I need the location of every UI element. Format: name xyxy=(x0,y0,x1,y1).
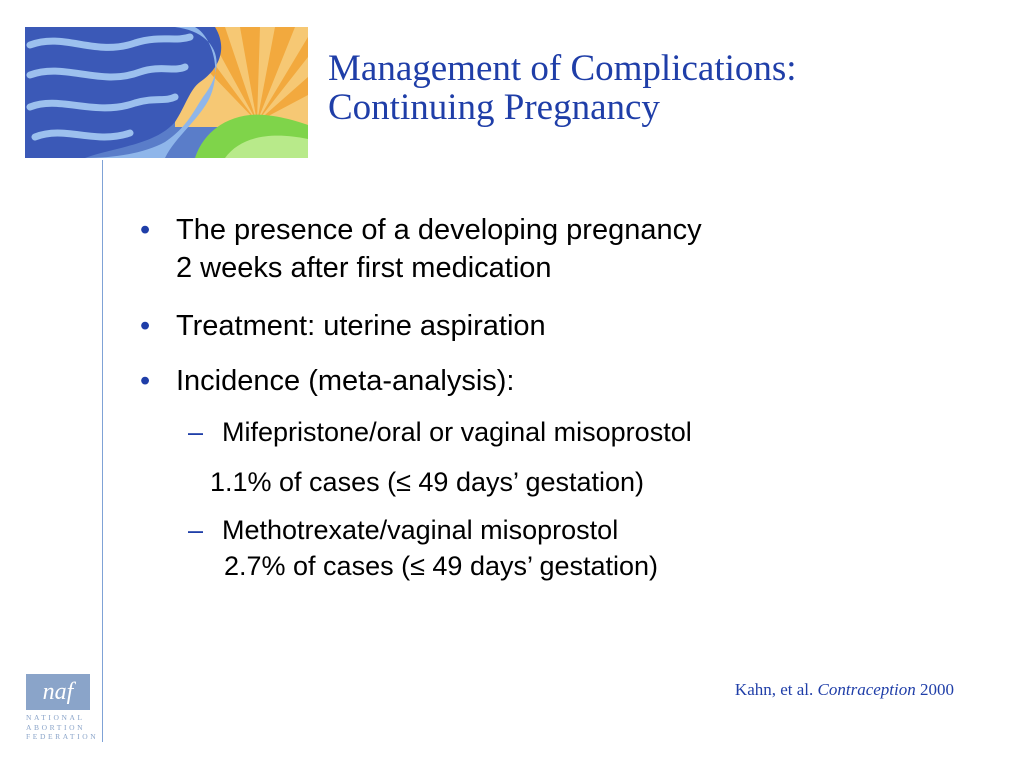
naf-logo-wordmark: NATIONAL ABORTION FEDERATION xyxy=(26,713,99,742)
sub-note-text: 1.1% of cases (≤ 49 days’ gestation) xyxy=(210,467,645,497)
bullet-marker: • xyxy=(140,214,151,246)
bullet-marker: • xyxy=(140,365,151,397)
header-illustration xyxy=(25,27,308,158)
sub-bullet-marker: – xyxy=(188,417,204,447)
naf-logo-mark-text: naf xyxy=(42,678,74,705)
naf-logo-line-2: ABORTION xyxy=(26,722,86,732)
bullet-text: Treatment: uterine aspiration xyxy=(176,310,546,342)
sub-bullet-item: Methotrexate/vaginal misoprostol 2.7% of… xyxy=(222,512,658,584)
bullet-text: Incidence (meta-analysis): xyxy=(176,365,515,397)
naf-logo-line-3: FEDERATION xyxy=(26,732,99,741)
slide-title-line-2: Continuing Pregnancy xyxy=(328,87,660,128)
naf-logo-mark: naf xyxy=(26,674,90,710)
bullet-text: The presence of a developing pregnancy xyxy=(176,214,702,246)
vertical-divider xyxy=(102,160,103,742)
sub-bullet-marker: – xyxy=(188,515,204,545)
citation-journal: Contraception xyxy=(817,680,916,699)
sub-bullet-text: Methotrexate/vaginal misoprostol xyxy=(222,515,619,545)
bullet-marker: • xyxy=(140,310,151,342)
naf-logo-line-1: NATIONAL xyxy=(26,713,85,722)
bullet-text: 2 weeks after first medication xyxy=(176,252,552,284)
citation: Kahn, et al. Contraception 2000 xyxy=(735,680,954,700)
bullet-item: Incidence (meta-analysis): xyxy=(176,362,514,400)
sub-bullet-item: Mifepristone/oral or vaginal misoprostol xyxy=(222,414,692,450)
citation-authors: Kahn, et al. xyxy=(734,680,814,699)
slide-title-line-1: Management of Complications: xyxy=(328,48,797,89)
citation-year: 2000 xyxy=(920,680,954,699)
bullet-item: The presence of a developing pregnancy 2… xyxy=(176,211,702,287)
bullet-item: Treatment: uterine aspiration xyxy=(176,307,546,345)
sub-bullet-text: Mifepristone/oral or vaginal misoprostol xyxy=(222,417,692,447)
naf-logo: naf NATIONAL ABORTION FEDERATION xyxy=(26,674,99,742)
sub-bullet-text: 2.7% of cases (≤ 49 days’ gestation) xyxy=(224,551,659,581)
slide-title: Management of Complications: Continuing … xyxy=(328,49,1008,127)
